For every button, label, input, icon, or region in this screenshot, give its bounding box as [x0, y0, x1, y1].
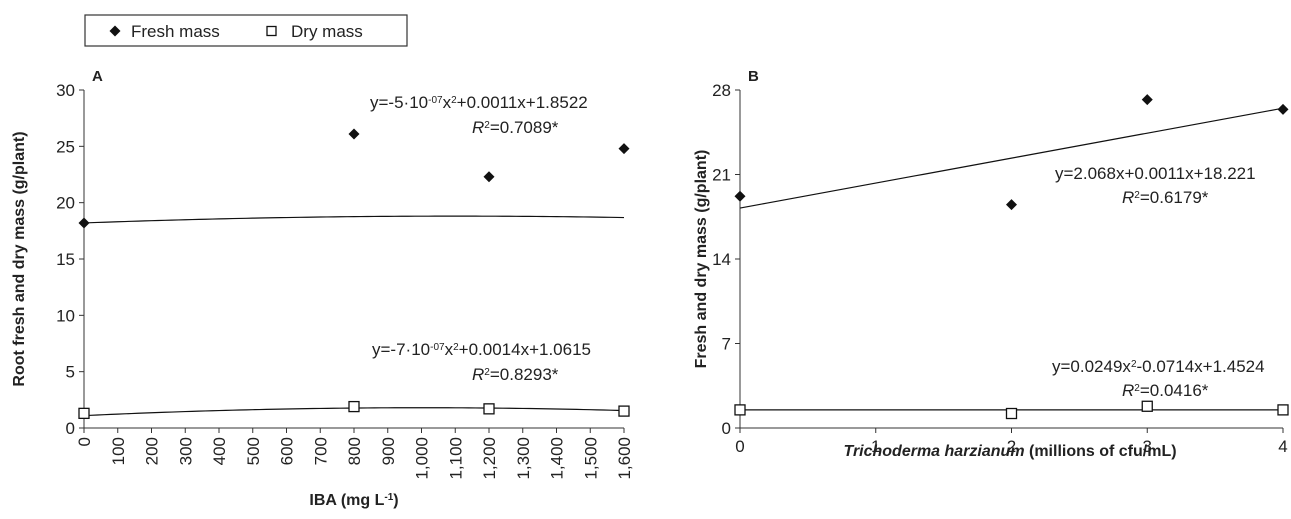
x-tick-label: 2 [1007, 437, 1016, 456]
legend-marker-fresh-mass [109, 25, 121, 37]
panel-a-x-axis-title: IBA (mg L-1) [309, 492, 398, 510]
panel-b-dry-equation: y=0.0249x2-0.0714x+1.4524 [1052, 357, 1265, 376]
panel-b-x-axis-title: Trichoderma harzianum (millions of cfu/m… [843, 443, 1176, 460]
x-tick-label: 4 [1278, 437, 1287, 456]
x-tick-label: 1 [871, 437, 880, 456]
x-tick-label: 500 [244, 437, 263, 465]
data-point-dry-mass [618, 405, 630, 417]
x-tick-label: 1,500 [581, 437, 600, 480]
panel-a-fresh-r2: R2=0.7089* [472, 118, 559, 137]
x-tick-label: 1,100 [446, 437, 465, 480]
x-tick-label: 600 [278, 437, 297, 465]
x-tick-label: 400 [210, 437, 229, 465]
x-tick-label: 3 [1143, 437, 1152, 456]
data-point-dry-mass [348, 400, 360, 413]
panel-b-letter: B [748, 68, 759, 85]
data-point-dry-mass [1277, 404, 1289, 416]
data-point-fresh-mass [78, 217, 90, 229]
fit-line-fresh-mass [83, 215, 625, 224]
y-tick-label: 14 [712, 250, 731, 269]
panel-a-y-axis-title: Root fresh and dry mass (g/plant) [11, 131, 28, 386]
data-point-fresh-mass [618, 143, 630, 155]
data-point-fresh-mass [1277, 103, 1289, 115]
y-tick-label: 25 [56, 137, 75, 156]
data-point-dry-mass [1141, 400, 1153, 412]
y-tick-label: 0 [722, 419, 731, 438]
x-tick-label: 1,300 [514, 437, 533, 480]
y-tick-label: 7 [722, 335, 731, 354]
x-tick-label: 0 [75, 437, 94, 446]
y-tick-label: 15 [56, 250, 75, 269]
legend-label-dry-mass: Dry mass [291, 22, 363, 41]
panel-b-fresh-equation: y=2.068x+0.0011x+18.221 [1055, 164, 1256, 183]
panel-a-letter: A [92, 68, 103, 85]
data-point-fresh-mass [348, 128, 360, 140]
y-tick-label: 21 [712, 166, 731, 185]
x-tick-label: 1,000 [413, 437, 432, 480]
panel-a-fresh-equation: y=-5·10-07x2+0.0011x+1.8522 [370, 93, 588, 112]
panel-b-y-axis-title: Fresh and dry mass (g/plant) [693, 150, 710, 369]
data-point-dry-mass [1005, 407, 1018, 420]
panel-a-dry-r2: R2=0.8293* [472, 365, 559, 384]
legend-label-fresh-mass: Fresh mass [131, 22, 220, 41]
x-tick-label: 200 [143, 437, 162, 465]
x-tick-label: 1,400 [548, 437, 567, 480]
x-tick-label: 0 [735, 437, 744, 456]
panel-b-dry-r2: R2=0.0416* [1122, 381, 1209, 400]
panel-a-dry-equation: y=-7·10-07x2+0.0014x+1.0615 [372, 340, 591, 359]
y-tick-label: 5 [66, 363, 75, 382]
y-tick-label: 10 [56, 306, 75, 325]
data-point-fresh-mass [1006, 199, 1017, 211]
x-tick-label: 100 [109, 437, 128, 465]
legend-marker-dry-mass [266, 25, 277, 37]
x-tick-label: 700 [311, 437, 330, 465]
y-tick-label: 30 [56, 81, 75, 100]
data-point-fresh-mass [734, 190, 746, 202]
x-tick-label: 800 [345, 437, 364, 465]
y-tick-label: 0 [66, 419, 75, 438]
y-tick-label: 20 [56, 194, 75, 213]
fit-line-fresh-mass [739, 107, 1284, 209]
x-tick-label: 300 [176, 437, 195, 465]
legend-box [84, 14, 408, 47]
x-tick-label: 1,600 [615, 437, 634, 480]
data-point-dry-mass [78, 407, 90, 420]
x-tick-label: 900 [379, 437, 398, 465]
x-tick-label: 1,200 [480, 437, 499, 480]
y-tick-label: 28 [712, 81, 731, 100]
data-point-fresh-mass [1141, 94, 1153, 106]
chart-panel-a: A 0 5 10 15 20 25 30 0 100 200 300 400 500 600 700 800… [11, 68, 634, 509]
data-point-dry-mass [734, 404, 746, 416]
chart-panel-b: B 0 7 14 21 28 0 1 2 3 4 y=2.068x+0.0011x+18.221… [693, 68, 1289, 460]
data-point-fresh-mass [483, 171, 495, 183]
legend: Fresh mass Dry mass [84, 14, 408, 47]
panel-b-fresh-r2: R2=0.6179* [1122, 188, 1209, 207]
data-point-dry-mass [483, 403, 495, 415]
